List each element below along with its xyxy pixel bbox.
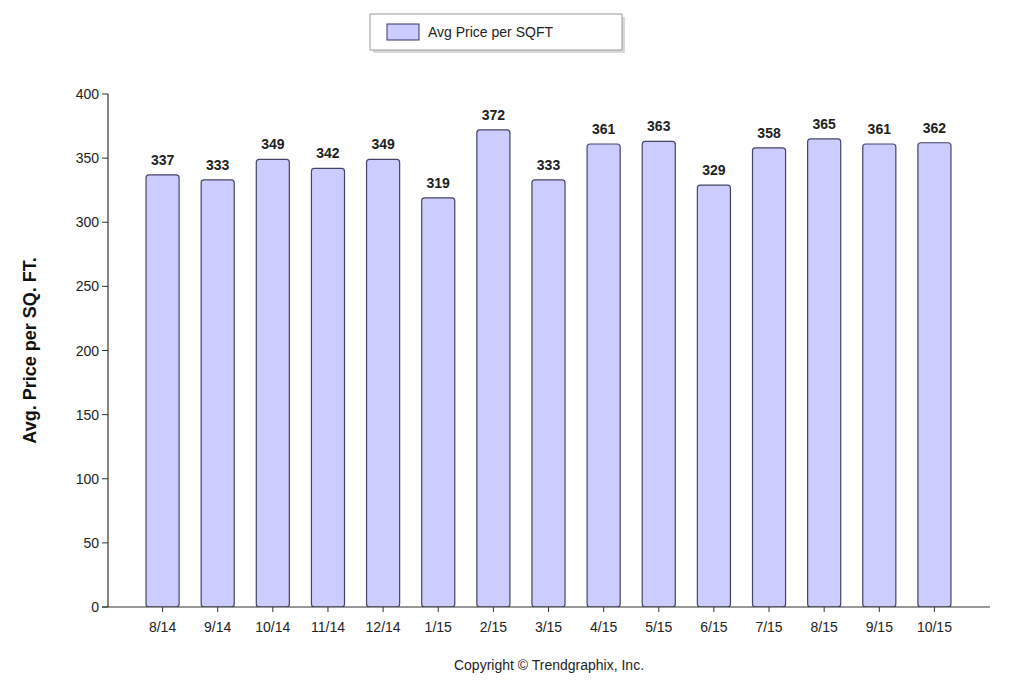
- x-tick: [438, 607, 439, 612]
- y-tick-label: 50: [83, 535, 99, 551]
- y-tick: [102, 542, 108, 543]
- data-label: 329: [702, 162, 726, 178]
- data-label: 349: [261, 136, 285, 152]
- data-label: 365: [812, 116, 836, 132]
- bar: [311, 168, 344, 607]
- data-label: 358: [757, 125, 781, 141]
- bar: [201, 180, 234, 607]
- bars: [146, 130, 951, 607]
- y-tick-label: 250: [76, 278, 100, 294]
- data-label: 372: [482, 107, 506, 123]
- legend-label: Avg Price per SQFT: [428, 24, 553, 40]
- x-tick-label: 1/15: [425, 619, 452, 635]
- x-tick: [603, 607, 604, 612]
- y-tick: [102, 414, 108, 415]
- x-tick: [493, 607, 494, 612]
- bar: [918, 143, 951, 607]
- y-tick-label: 0: [91, 599, 99, 615]
- data-label: 349: [371, 136, 395, 152]
- x-tick-label: 6/15: [700, 619, 727, 635]
- x-tick-label: 5/15: [645, 619, 672, 635]
- data-labels: 337 333 349 342 349 319 372 333 361 363 329 358 365 3…: [151, 107, 946, 191]
- x-tick-label: 9/15: [866, 619, 893, 635]
- x-tick: [879, 607, 880, 612]
- chart-container: Avg Price per SQFT Avg. Price per SQ. FT.…: [0, 0, 1024, 695]
- x-tick: [217, 607, 218, 612]
- y-tick: [102, 222, 108, 223]
- x-tick: [327, 607, 328, 612]
- x-tick-label: 10/14: [255, 619, 290, 635]
- bar: [256, 159, 289, 607]
- bar: [477, 130, 510, 607]
- x-tick-label: 3/15: [535, 619, 562, 635]
- data-label: 319: [427, 175, 451, 191]
- data-label: 333: [206, 157, 230, 173]
- y-tick: [102, 94, 108, 95]
- y-tick-label: 300: [76, 214, 100, 230]
- legend: Avg Price per SQFT: [370, 14, 625, 53]
- y-tick: [102, 478, 108, 479]
- x-tick-label: 12/14: [366, 619, 401, 635]
- x-tick-label: 4/15: [590, 619, 617, 635]
- x-tick-label: 11/14: [311, 619, 345, 635]
- x-tick: [272, 607, 273, 612]
- x-ticks: 8/14 9/14 10/14 11/14 12/14 1/15 2/15 3/15 4/15 5…: [149, 607, 952, 635]
- y-ticks: 0 50 100 150 200 250 300 350 400: [76, 86, 108, 615]
- y-tick: [102, 350, 108, 351]
- data-label: 362: [923, 120, 947, 136]
- legend-box: [370, 14, 622, 50]
- x-tick: [713, 607, 714, 612]
- y-tick: [102, 286, 108, 287]
- data-label: 337: [151, 152, 175, 168]
- legend-swatch: [387, 24, 419, 40]
- x-tick-label: 8/14: [149, 619, 176, 635]
- x-tick-label: 8/15: [811, 619, 838, 635]
- data-label: 361: [868, 121, 892, 137]
- x-tick: [769, 607, 770, 612]
- data-label: 342: [316, 145, 340, 161]
- x-axis-line: [102, 606, 990, 607]
- x-tick-label: 9/14: [204, 619, 231, 635]
- bar: [587, 144, 620, 607]
- bar: [697, 185, 730, 607]
- data-label: 361: [592, 121, 616, 137]
- y-tick-label: 400: [76, 86, 100, 102]
- chart-svg: Avg Price per SQFT Avg. Price per SQ. FT.…: [0, 0, 1024, 695]
- bar: [808, 139, 841, 607]
- x-tick-label: 7/15: [755, 619, 782, 635]
- y-tick: [102, 158, 108, 159]
- bar: [146, 175, 179, 607]
- y-tick-label: 200: [76, 343, 100, 359]
- data-label: 333: [537, 157, 561, 173]
- x-tick: [824, 607, 825, 612]
- x-tick: [548, 607, 549, 612]
- x-tick: [658, 607, 659, 612]
- data-label: 363: [647, 118, 671, 134]
- bar: [367, 159, 400, 607]
- x-tick: [383, 607, 384, 612]
- x-tick-label: 2/15: [480, 619, 507, 635]
- bar: [752, 148, 785, 607]
- annotation: Copyright © Trendgraphix, Inc.: [454, 657, 644, 673]
- y-axis-line: [107, 94, 108, 607]
- bar: [863, 144, 896, 607]
- bar: [532, 180, 565, 607]
- x-tick-label: 10/15: [917, 619, 952, 635]
- x-tick: [162, 607, 163, 612]
- y-tick-label: 150: [76, 407, 100, 423]
- y-axis-label: Avg. Price per SQ. FT.: [20, 257, 40, 443]
- bar: [422, 198, 455, 607]
- x-tick: [934, 607, 935, 612]
- y-tick-label: 100: [76, 471, 100, 487]
- bar: [642, 141, 675, 607]
- y-tick-label: 350: [76, 150, 100, 166]
